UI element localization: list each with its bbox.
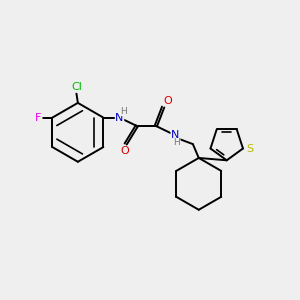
Text: O: O [163, 96, 172, 106]
Text: S: S [246, 143, 253, 154]
Text: N: N [171, 130, 179, 140]
Text: Cl: Cl [71, 82, 82, 92]
Text: N: N [116, 112, 124, 123]
Text: H: H [173, 138, 180, 147]
Text: H: H [120, 106, 127, 116]
Text: O: O [120, 146, 129, 156]
Text: F: F [35, 112, 42, 123]
